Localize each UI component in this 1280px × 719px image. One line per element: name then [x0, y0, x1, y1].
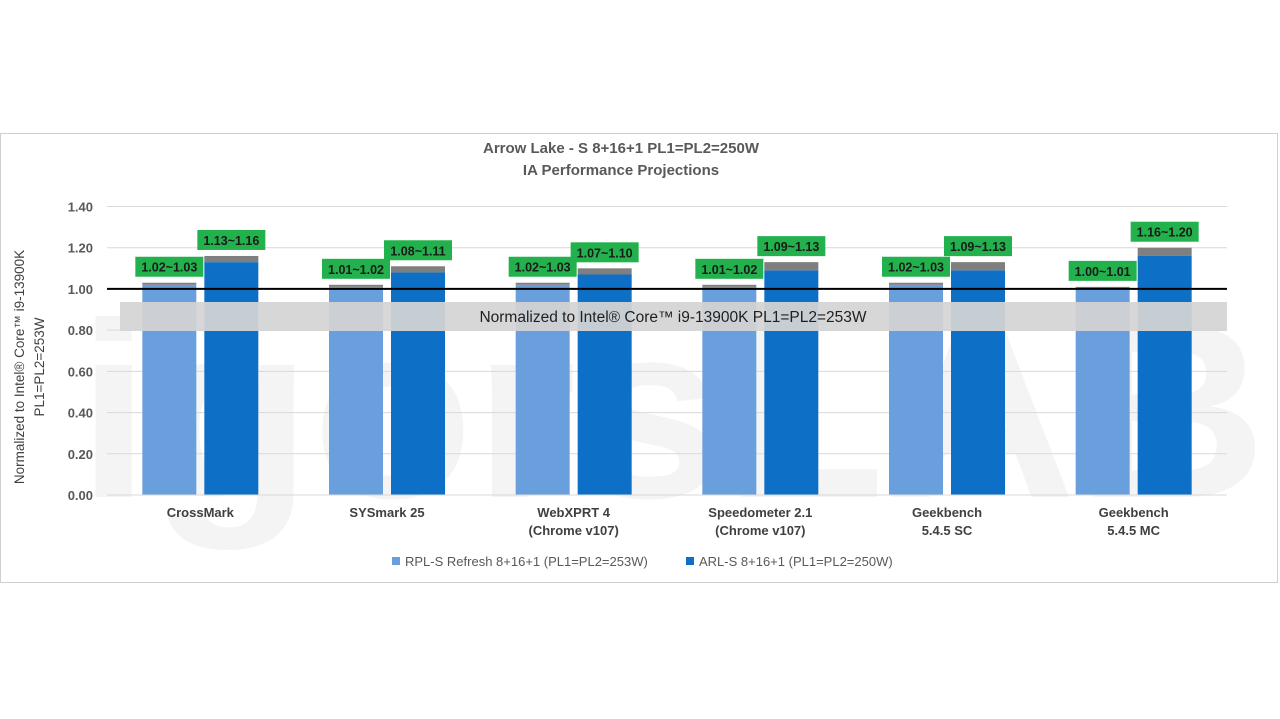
legend-swatch	[392, 557, 400, 565]
banner-text: Normalized to Intel® Core™ i9-13900K PL1…	[479, 309, 866, 326]
bar-range-rpl	[1075, 286, 1130, 289]
bar-range-arl	[391, 266, 445, 273]
y-tick-label: 0.00	[68, 488, 93, 503]
legend-label: RPL-S Refresh 8+16+1 (PL1=PL2=253W)	[405, 554, 648, 569]
x-category-label: Speedometer 2.1	[708, 505, 812, 520]
x-category-label: CrossMark	[167, 505, 235, 520]
bar-range-arl	[577, 268, 632, 275]
bar-range-arl	[204, 255, 259, 263]
bar-range-rpl	[329, 284, 383, 287]
x-category-label: Geekbench	[912, 505, 982, 520]
data-label: 1.01~1.02	[701, 263, 757, 277]
data-label-box	[695, 258, 764, 279]
data-label-box	[882, 256, 950, 277]
bar-arl	[204, 262, 259, 495]
data-label-box	[508, 256, 577, 277]
data-label: 1.02~1.03	[888, 261, 944, 275]
normalization-banner: Normalized to Intel® Core™ i9-13900K PL1…	[120, 302, 1227, 331]
bar-range-arl	[951, 262, 1005, 271]
data-labels: 1.02~1.03 1.13~1.16 1.01~1.02 1.08~1.11 1.02…	[135, 221, 1199, 281]
data-label: 1.02~1.03	[515, 261, 571, 275]
data-label: 1.01~1.02	[328, 263, 384, 277]
x-category-label: 5.4.5 SC	[922, 523, 973, 538]
y-axis-title: Normalized to Intel® Core™ i9-13900K	[12, 250, 27, 484]
data-label: 1.08~1.11	[390, 244, 445, 258]
bar-range-arl	[1137, 247, 1192, 256]
x-category-label: 5.4.5 MC	[1107, 523, 1160, 538]
x-category-label: (Chrome v107)	[529, 523, 619, 538]
bar-range-arl	[764, 262, 819, 271]
y-tick-label: 0.20	[68, 447, 93, 462]
grid-lines	[107, 206, 1227, 496]
x-category-label: Geekbench	[1099, 505, 1169, 520]
y-tick-label: 0.60	[68, 364, 93, 379]
data-label: 1.16~1.20	[1137, 226, 1193, 240]
data-label: 1.09~1.13	[950, 240, 1006, 254]
bar-range-rpl	[515, 282, 570, 285]
y-axis-title: PL1=PL2=253W	[32, 317, 47, 416]
data-label-box	[757, 236, 826, 257]
axes: 0.00 0.20 0.40 0.60 0.80 1.00 1.20 1.40 Normaliz…	[12, 200, 1227, 538]
y-tick-label: 1.00	[68, 282, 93, 297]
data-label: 1.07~1.10	[577, 246, 633, 260]
data-label-box	[1130, 221, 1199, 242]
bar-range-rpl	[142, 282, 197, 285]
y-tick-label: 1.40	[68, 200, 93, 215]
data-label-box	[135, 256, 204, 277]
data-label-box	[944, 236, 1012, 257]
y-tick-label: 1.20	[68, 241, 93, 256]
y-tick-label: 0.80	[68, 323, 93, 338]
data-label-box	[322, 258, 390, 279]
chart-title: Arrow Lake - S 8+16+1 PL1=PL2=250W	[483, 140, 760, 157]
x-category-label: (Chrome v107)	[715, 523, 805, 538]
data-label-box	[570, 242, 639, 263]
bar-range-rpl	[889, 282, 943, 285]
legend: RPL-S Refresh 8+16+1 (PL1=PL2=253W) ARL-S…	[392, 554, 893, 569]
data-label-box	[197, 229, 266, 250]
bar-arl	[1137, 255, 1192, 495]
data-label-box	[1068, 260, 1137, 281]
data-label: 1.00~1.01	[1075, 265, 1131, 279]
data-label: 1.02~1.03	[141, 261, 197, 275]
chart-subtitle: IA Performance Projections	[523, 162, 719, 179]
bar-range-rpl	[702, 284, 757, 287]
legend-label: ARL-S 8+16+1 (PL1=PL2=250W)	[699, 554, 893, 569]
data-label-box	[384, 240, 452, 261]
data-label: 1.09~1.13	[763, 240, 819, 254]
y-tick-label: 0.40	[68, 406, 93, 421]
data-label: 1.13~1.16	[203, 234, 259, 248]
x-category-label: SYSmark 25	[349, 505, 424, 520]
x-category-label: WebXPRT 4	[537, 505, 610, 520]
banner-box	[120, 302, 1227, 331]
legend-swatch	[686, 557, 694, 565]
